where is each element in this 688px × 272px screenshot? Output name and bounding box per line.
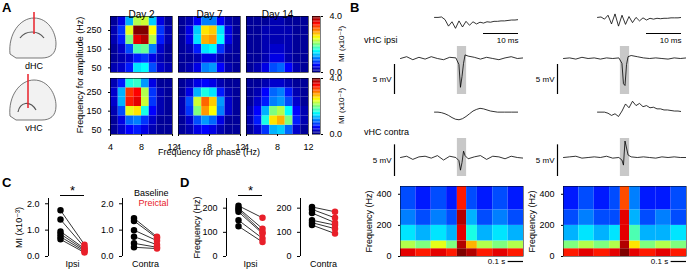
svg-text:Contra: Contra xyxy=(132,259,159,269)
svg-text:Day 14: Day 14 xyxy=(262,9,294,20)
svg-text:100: 100 xyxy=(202,227,217,237)
svg-text:Baseline: Baseline xyxy=(134,188,169,198)
svg-text:400: 400 xyxy=(376,189,391,199)
svg-text:0.0: 0.0 xyxy=(27,251,40,261)
svg-text:200: 200 xyxy=(202,203,217,213)
svg-text:0: 0 xyxy=(549,251,554,261)
svg-text:4.0: 4.0 xyxy=(330,11,343,21)
svg-text:4: 4 xyxy=(108,142,113,152)
svg-text:Ipsi: Ipsi xyxy=(243,259,257,269)
svg-text:2.0: 2.0 xyxy=(27,199,40,209)
svg-text:0.1 s: 0.1 s xyxy=(488,257,505,266)
svg-text:8: 8 xyxy=(275,142,280,152)
svg-text:50: 50 xyxy=(91,125,101,135)
svg-text:50: 50 xyxy=(91,63,101,73)
svg-text:10 ms: 10 ms xyxy=(497,36,519,45)
svg-text:Frequency (Hz): Frequency (Hz) xyxy=(364,190,374,252)
svg-text:Day 7: Day 7 xyxy=(196,9,223,20)
svg-text:5 mV: 5 mV xyxy=(373,156,392,165)
svg-text:5 mV: 5 mV xyxy=(373,75,392,84)
svg-text:200: 200 xyxy=(276,203,291,213)
svg-text:0: 0 xyxy=(386,251,391,261)
svg-text:150: 150 xyxy=(86,44,101,54)
svg-text:Contra: Contra xyxy=(310,259,337,269)
svg-text:12: 12 xyxy=(303,142,313,152)
svg-text:100: 100 xyxy=(276,227,291,237)
svg-text:Ipsi: Ipsi xyxy=(65,259,79,269)
svg-text:1.0: 1.0 xyxy=(27,225,40,235)
svg-text:0.1 s: 0.1 s xyxy=(651,257,668,266)
svg-text:8: 8 xyxy=(139,142,144,152)
svg-text:1.0: 1.0 xyxy=(101,225,114,235)
svg-text:5 mV: 5 mV xyxy=(536,75,555,84)
svg-text:10 ms: 10 ms xyxy=(660,36,682,45)
svg-text:0.0: 0.0 xyxy=(101,251,114,261)
svg-text:0: 0 xyxy=(212,251,217,261)
svg-text:MI (x10⁻³): MI (x10⁻³) xyxy=(14,207,24,248)
svg-text:250: 250 xyxy=(86,87,101,97)
svg-text:Frequency (Hz): Frequency (Hz) xyxy=(527,190,537,252)
svg-text:400: 400 xyxy=(539,189,554,199)
svg-text:4.0: 4.0 xyxy=(330,73,343,83)
svg-text:Day 2: Day 2 xyxy=(128,9,155,20)
svg-text:0: 0 xyxy=(286,251,291,261)
svg-text:2.0: 2.0 xyxy=(101,199,114,209)
svg-text:*: * xyxy=(248,183,253,198)
svg-text:Preictal: Preictal xyxy=(138,198,168,208)
svg-text:200: 200 xyxy=(539,220,554,230)
svg-text:*: * xyxy=(70,183,75,198)
svg-text:Frequency (Hz): Frequency (Hz) xyxy=(192,196,202,258)
svg-text:200: 200 xyxy=(376,220,391,230)
svg-text:150: 150 xyxy=(86,106,101,116)
svg-text:5 mV: 5 mV xyxy=(536,156,555,165)
svg-text:0.0: 0.0 xyxy=(330,129,343,139)
svg-text:250: 250 xyxy=(86,25,101,35)
